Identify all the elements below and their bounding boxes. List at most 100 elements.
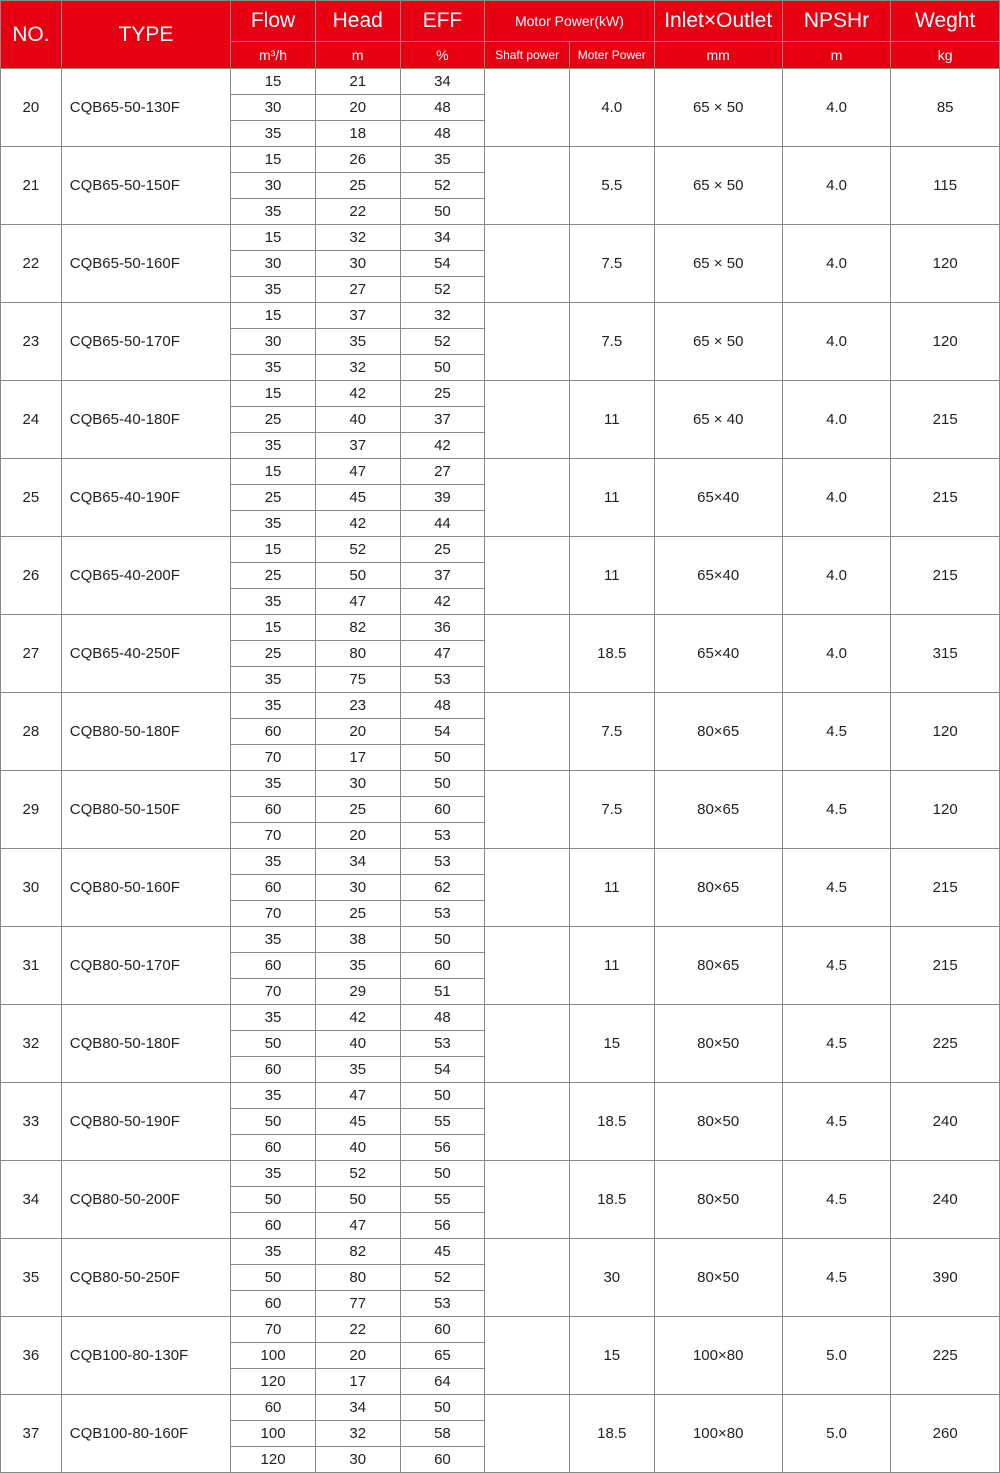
cell-eff: 53 [400, 823, 485, 849]
table-body: 20CQB65-50-130F1521344.065 × 504.0853020… [1, 69, 1000, 1473]
cell-npshr: 4.0 [782, 537, 891, 615]
cell-type: CQB80-50-160F [61, 849, 230, 927]
cell-shaft-power [485, 615, 570, 693]
cell-flow: 50 [231, 1031, 316, 1057]
cell-motor-power: 18.5 [569, 1161, 654, 1239]
cell-head: 20 [315, 823, 400, 849]
cell-head: 47 [315, 1083, 400, 1109]
cell-eff: 37 [400, 563, 485, 589]
cell-flow: 15 [231, 381, 316, 407]
cell-weight: 215 [891, 927, 1000, 1005]
cell-head: 34 [315, 1395, 400, 1421]
cell-eff: 50 [400, 199, 485, 225]
cell-weight: 120 [891, 771, 1000, 849]
cell-npshr: 4.0 [782, 303, 891, 381]
cell-eff: 60 [400, 797, 485, 823]
cell-flow: 15 [231, 459, 316, 485]
cell-npshr: 5.0 [782, 1317, 891, 1395]
cell-head: 77 [315, 1291, 400, 1317]
cell-head: 35 [315, 329, 400, 355]
cell-weight: 240 [891, 1083, 1000, 1161]
cell-inlet-outlet: 80×65 [654, 927, 782, 1005]
table-row: 37CQB100-80-160F60345018.5100×805.0260 [1, 1395, 1000, 1421]
cell-inlet-outlet: 80×65 [654, 771, 782, 849]
cell-head: 20 [315, 719, 400, 745]
cell-flow: 100 [231, 1343, 316, 1369]
cell-flow: 70 [231, 901, 316, 927]
cell-head: 80 [315, 1265, 400, 1291]
cell-eff: 44 [400, 511, 485, 537]
cell-flow: 100 [231, 1421, 316, 1447]
cell-flow: 60 [231, 1135, 316, 1161]
cell-inlet-outlet: 65×40 [654, 615, 782, 693]
cell-weight: 120 [891, 303, 1000, 381]
cell-eff: 56 [400, 1213, 485, 1239]
cell-eff: 58 [400, 1421, 485, 1447]
cell-weight: 315 [891, 615, 1000, 693]
cell-npshr: 4.5 [782, 1083, 891, 1161]
cell-weight: 215 [891, 459, 1000, 537]
cell-head: 47 [315, 459, 400, 485]
cell-eff: 50 [400, 745, 485, 771]
cell-eff: 25 [400, 381, 485, 407]
cell-inlet-outlet: 80×50 [654, 1161, 782, 1239]
cell-flow: 60 [231, 719, 316, 745]
cell-flow: 35 [231, 433, 316, 459]
cell-head: 21 [315, 69, 400, 95]
cell-no: 26 [1, 537, 62, 615]
cell-flow: 35 [231, 589, 316, 615]
cell-head: 42 [315, 511, 400, 537]
cell-eff: 48 [400, 693, 485, 719]
cell-eff: 36 [400, 615, 485, 641]
cell-type: CQB65-50-130F [61, 69, 230, 147]
cell-shaft-power [485, 69, 570, 147]
col-shaft-power: Shaft power [485, 42, 570, 69]
cell-weight: 240 [891, 1161, 1000, 1239]
cell-flow: 120 [231, 1447, 316, 1473]
cell-eff: 51 [400, 979, 485, 1005]
cell-flow: 50 [231, 1187, 316, 1213]
col-eff-unit: % [400, 42, 485, 69]
cell-head: 50 [315, 563, 400, 589]
cell-head: 38 [315, 927, 400, 953]
cell-npshr: 4.0 [782, 69, 891, 147]
cell-flow: 35 [231, 849, 316, 875]
cell-flow: 35 [231, 199, 316, 225]
cell-head: 47 [315, 1213, 400, 1239]
cell-head: 80 [315, 641, 400, 667]
cell-flow: 70 [231, 1317, 316, 1343]
cell-head: 40 [315, 407, 400, 433]
cell-eff: 45 [400, 1239, 485, 1265]
cell-inlet-outlet: 65×40 [654, 459, 782, 537]
cell-eff: 35 [400, 147, 485, 173]
cell-eff: 25 [400, 537, 485, 563]
cell-no: 37 [1, 1395, 62, 1473]
table-row: 24CQB65-40-180F1542251165 × 404.0215 [1, 381, 1000, 407]
table-row: 25CQB65-40-190F1547271165×404.0215 [1, 459, 1000, 485]
cell-motor-power: 11 [569, 459, 654, 537]
cell-head: 35 [315, 953, 400, 979]
cell-eff: 54 [400, 719, 485, 745]
cell-type: CQB80-50-200F [61, 1161, 230, 1239]
cell-eff: 56 [400, 1135, 485, 1161]
cell-motor-power: 18.5 [569, 615, 654, 693]
cell-eff: 32 [400, 303, 485, 329]
cell-type: CQB65-40-190F [61, 459, 230, 537]
cell-head: 23 [315, 693, 400, 719]
cell-eff: 42 [400, 433, 485, 459]
cell-npshr: 4.0 [782, 225, 891, 303]
cell-flow: 70 [231, 745, 316, 771]
cell-flow: 35 [231, 1083, 316, 1109]
col-eff: EFF [400, 1, 485, 42]
cell-weight: 260 [891, 1395, 1000, 1473]
cell-motor-power: 11 [569, 927, 654, 1005]
cell-flow: 60 [231, 1395, 316, 1421]
cell-flow: 15 [231, 303, 316, 329]
cell-shaft-power [485, 303, 570, 381]
cell-no: 32 [1, 1005, 62, 1083]
cell-no: 29 [1, 771, 62, 849]
cell-type: CQB65-40-200F [61, 537, 230, 615]
cell-type: CQB65-40-180F [61, 381, 230, 459]
cell-shaft-power [485, 1239, 570, 1317]
cell-flow: 25 [231, 641, 316, 667]
